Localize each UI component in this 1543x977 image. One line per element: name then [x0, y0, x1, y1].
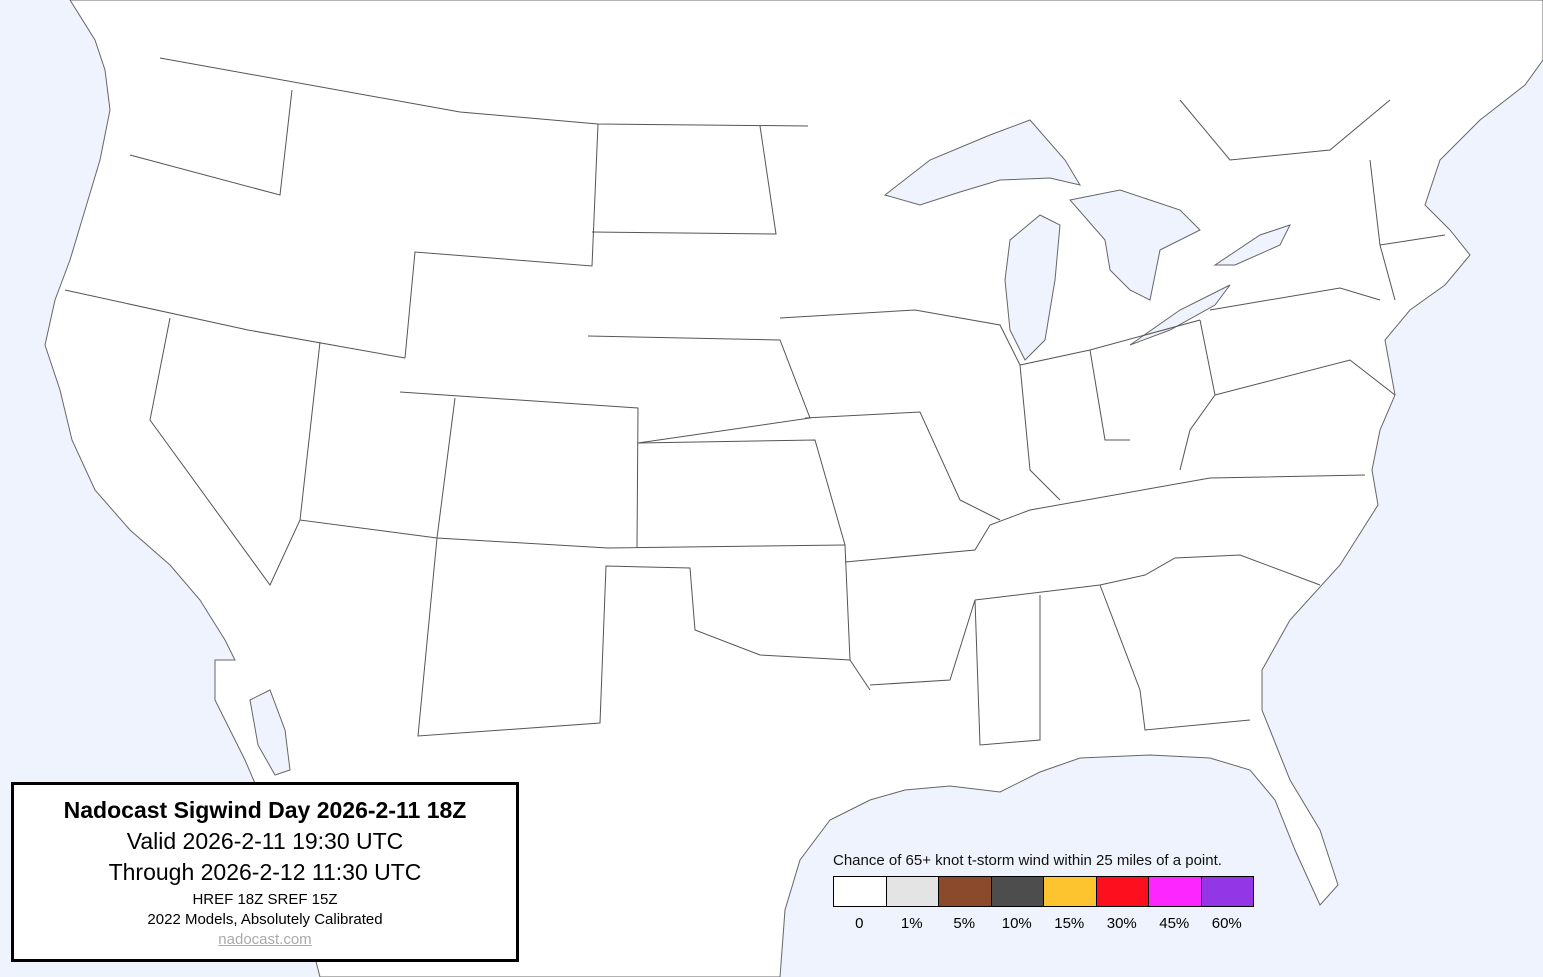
- legend-label: 30%: [1106, 915, 1137, 932]
- nadocast-link[interactable]: nadocast.com: [218, 931, 312, 948]
- model-runs: HREF 18Z SREF 15Z: [192, 891, 338, 908]
- legend-swatch: [834, 877, 887, 906]
- lake-huron: [1069, 189, 1201, 301]
- legend-label: 60%: [1211, 915, 1242, 932]
- great-lakes: [883, 119, 1291, 361]
- legend-swatch: [886, 877, 939, 906]
- through-time: Through 2026-2-12 11:30 UTC: [108, 859, 422, 885]
- legend-label: 0: [855, 915, 864, 932]
- legend-label: 1%: [900, 915, 923, 932]
- lake-ontario: [1213, 224, 1291, 266]
- legend-swatch: [1149, 877, 1202, 906]
- legend-label: 15%: [1054, 915, 1085, 932]
- legend-label: 45%: [1159, 915, 1190, 932]
- gulf-of-california: [249, 689, 291, 776]
- legend-label: 5%: [953, 915, 976, 932]
- legend: Chance of 65+ knot t-storm wind within 2…: [833, 852, 1254, 932]
- legend-swatch: [991, 877, 1044, 906]
- legend-swatch: [939, 877, 992, 906]
- legend-swatch: [1096, 877, 1149, 906]
- calibration-note: 2022 Models, Absolutely Calibrated: [147, 911, 383, 928]
- legend-label: 10%: [1001, 915, 1032, 932]
- lake-erie: [1129, 284, 1231, 346]
- legend-swatch: [1201, 877, 1253, 906]
- legend-swatches: [833, 876, 1254, 907]
- legend-title: Chance of 65+ knot t-storm wind within 2…: [833, 852, 1222, 869]
- legend-labels: 0 1% 5% 10% 15% 30% 45% 60%: [833, 915, 1254, 932]
- map-title: Nadocast Sigwind Day 2026-2-11 18Z: [63, 797, 467, 823]
- lake-superior: [883, 119, 1082, 206]
- lake-michigan: [1004, 214, 1061, 361]
- valid-time: Valid 2026-2-11 19:30 UTC: [126, 828, 404, 854]
- legend-swatch: [1044, 877, 1097, 906]
- state-borders: [64, 57, 1446, 746]
- info-box: Nadocast Sigwind Day 2026-2-11 18Z Valid…: [11, 782, 519, 962]
